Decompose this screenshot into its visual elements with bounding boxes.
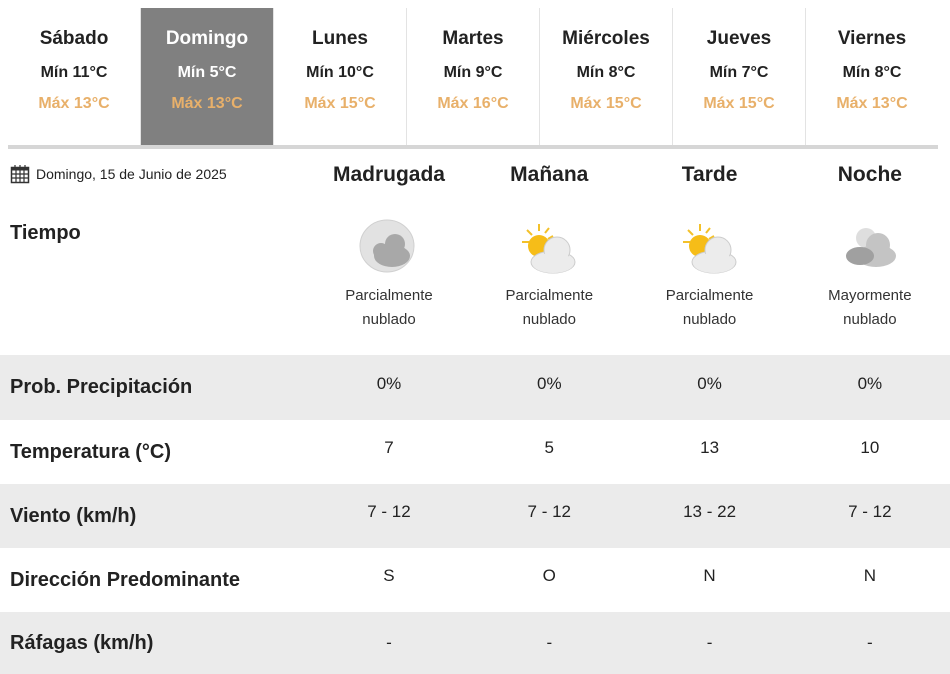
value-cell: O	[542, 566, 556, 585]
value-cell: N	[863, 566, 876, 585]
moon-clouds-icon	[845, 228, 896, 267]
value-cell: 5	[544, 438, 554, 457]
max-temp: Máx 15°C	[570, 95, 642, 112]
day-tabs: Sábado Mín 11°C Máx 13°C Domingo Mín 5°C Máx…	[8, 8, 938, 145]
weather-desc-line2: nublado	[682, 311, 737, 328]
row-direction: Dirección Predominante S O N N	[0, 548, 950, 612]
row-label: Ráfagas (km/h)	[10, 631, 154, 654]
value-cell: -	[867, 633, 873, 652]
min-temp: Mín 5°C	[177, 64, 237, 81]
tab-sabado[interactable]: Sábado Mín 11°C Máx 13°C	[8, 8, 141, 145]
value-cell: -	[706, 633, 713, 652]
weather-row: Tiempo Parcialmente nublado Parcialmente n…	[0, 200, 950, 355]
period-tarde: Tarde	[681, 163, 738, 186]
row-temperature: Temperatura (°C) 7 5 13 10	[0, 420, 950, 484]
row-gusts: Ráfagas (km/h) - - - -	[0, 612, 950, 674]
day-name: Sábado	[39, 28, 109, 49]
tab-domingo[interactable]: Domingo Mín 5°C Máx 13°C	[141, 8, 274, 145]
calendar-icon	[10, 165, 30, 184]
value-cell: -	[386, 633, 392, 652]
row-label: Prob. Precipitación	[10, 376, 193, 398]
value-cell: 0%	[536, 373, 562, 393]
row-label: Viento (km/h)	[10, 504, 137, 527]
weather-cell: Parcialmente nublado	[629, 200, 789, 355]
sun-cloud-icon	[682, 224, 737, 274]
weather-desc-line1: Parcialmente	[505, 287, 594, 304]
value-cell: 0%	[697, 373, 722, 393]
min-temp: Mín 8°C	[842, 64, 902, 81]
weather-desc-line2: nublado	[522, 311, 576, 328]
min-temp: Mín 10°C	[306, 64, 374, 81]
weather-cell: Parcialmente nublado	[309, 200, 469, 355]
sun-cloud-icon	[522, 224, 576, 274]
row-wind: Viento (km/h) 7 - 12 7 - 12 13 - 22 7 - …	[0, 484, 950, 548]
max-temp: Máx 16°C	[437, 95, 509, 112]
min-temp: Mín 11°C	[40, 64, 108, 81]
selected-date: Domingo, 15 de Junio de 2025	[10, 164, 227, 184]
tab-viernes[interactable]: Viernes Mín 8°C Máx 13°C	[806, 8, 938, 145]
value-cell: 7	[384, 438, 394, 457]
min-temp: Mín 9°C	[443, 64, 503, 81]
row-precipitation: Prob. Precipitación 0% 0% 0% 0%	[0, 355, 950, 420]
max-temp: Máx 13°C	[836, 95, 908, 112]
tabs-divider	[8, 145, 938, 149]
tab-lunes[interactable]: Lunes Mín 10°C Máx 15°C	[274, 8, 407, 145]
weather-desc-line2: nublado	[843, 311, 897, 328]
day-name: Viernes	[837, 28, 907, 49]
tab-jueves[interactable]: Jueves Mín 7°C Máx 15°C	[673, 8, 806, 145]
value-cell: -	[546, 633, 553, 652]
value-cell: 13 - 22	[683, 502, 737, 521]
day-name: Jueves	[706, 28, 772, 49]
weather-desc-line1: Parcialmente	[665, 287, 754, 304]
value-cell: 10	[860, 438, 880, 457]
tab-martes[interactable]: Martes Mín 9°C Máx 16°C	[407, 8, 540, 145]
day-name: Miércoles	[562, 28, 650, 49]
weather-cell: Parcialmente nublado	[469, 200, 629, 355]
row-label: Dirección Predominante	[10, 568, 241, 591]
min-temp: Mín 7°C	[709, 64, 769, 81]
value-cell: 7 - 12	[367, 502, 411, 521]
value-cell: 0%	[376, 373, 402, 393]
period-manana: Mañana	[510, 163, 589, 186]
max-temp: Máx 15°C	[304, 95, 376, 112]
period-madrugada: Madrugada	[332, 163, 445, 186]
weather-desc-line1: Mayormente	[828, 287, 912, 304]
tab-miercoles[interactable]: Miércoles Mín 8°C Máx 15°C	[540, 8, 673, 145]
value-cell: 7 - 12	[848, 502, 892, 521]
value-cell: 0%	[857, 373, 883, 393]
min-temp: Mín 8°C	[576, 64, 636, 81]
day-name: Domingo	[165, 28, 249, 49]
max-temp: Máx 15°C	[703, 95, 775, 112]
weather-cell: Mayormente nublado	[790, 200, 950, 355]
day-name: Lunes	[312, 28, 368, 49]
value-cell: S	[383, 566, 395, 585]
max-temp: Máx 13°C	[38, 95, 110, 112]
value-cell: 13	[700, 438, 720, 457]
max-temp: Máx 13°C	[171, 95, 243, 112]
day-name: Martes	[442, 28, 504, 49]
weather-desc-line2: nublado	[362, 311, 416, 328]
row-label: Temperatura (°C)	[10, 440, 171, 463]
period-noche: Noche	[837, 163, 902, 186]
periods-header: Madrugada Mañana Tarde Noche	[0, 163, 950, 199]
value-cell: N	[703, 566, 716, 585]
date-text: Domingo, 15 de Junio de 2025	[36, 166, 227, 182]
value-cell: 7 - 12	[527, 502, 572, 521]
row-label: Tiempo	[10, 222, 81, 244]
weather-desc-line1: Parcialmente	[345, 287, 433, 304]
moon-cloud-icon	[359, 219, 415, 273]
